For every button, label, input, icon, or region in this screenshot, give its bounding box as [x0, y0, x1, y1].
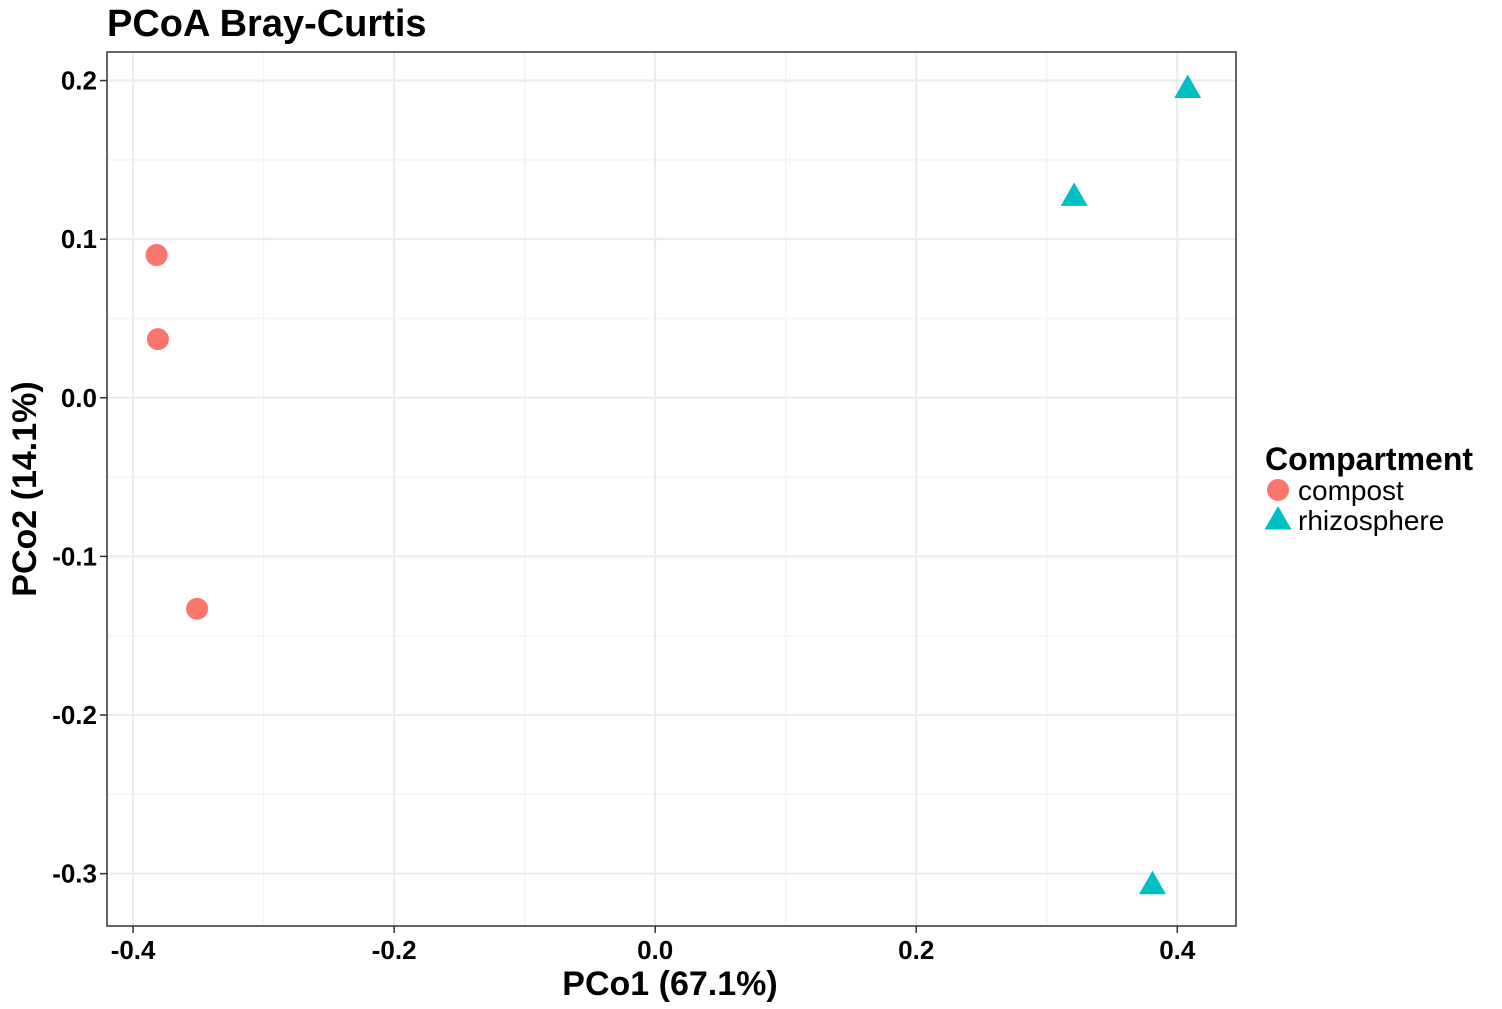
chart-title: PCoA Bray-Curtis [107, 3, 427, 45]
compost-point [186, 597, 209, 620]
legend-label-rhizosphere: rhizosphere [1298, 505, 1444, 536]
y-tick-label: -0.2 [52, 700, 97, 730]
grid [107, 52, 1236, 926]
compost-point [146, 328, 169, 351]
y-tick-label: 0.2 [61, 66, 97, 96]
x-axis-title: PCo1 (67.1%) [562, 965, 777, 1003]
legend-title: Compartment [1265, 441, 1473, 477]
rhizosphere-point [1060, 182, 1088, 206]
x-tick-label: -0.2 [372, 935, 417, 965]
rhizosphere-point [1174, 74, 1202, 98]
legend-key-rhizosphere [1264, 506, 1292, 530]
y-axis-title: PCo2 (14.1%) [6, 381, 44, 596]
x-tick-label: 0.4 [1159, 935, 1196, 965]
y-tick-label: -0.1 [52, 541, 97, 571]
y-tick-label: -0.3 [52, 859, 97, 889]
legend-key-compost [1267, 479, 1289, 501]
compost-point [145, 244, 168, 267]
x-tick-label: 0.2 [898, 935, 934, 965]
axis-ticks: -0.4 -0.2 0.0 0.2 0.4 -0.3 -0.2 -0.1 0.0 0.1 0.2 [52, 66, 1196, 965]
x-tick-label: -0.4 [111, 935, 156, 965]
y-tick-label: 0.0 [61, 383, 97, 413]
data-points [145, 74, 1202, 895]
y-tick-label: 0.1 [61, 224, 97, 254]
legend-label-compost: compost [1298, 475, 1404, 506]
x-tick-label: 0.0 [637, 935, 673, 965]
rhizosphere-point [1138, 870, 1166, 895]
plot-panel-border [106, 51, 1237, 927]
